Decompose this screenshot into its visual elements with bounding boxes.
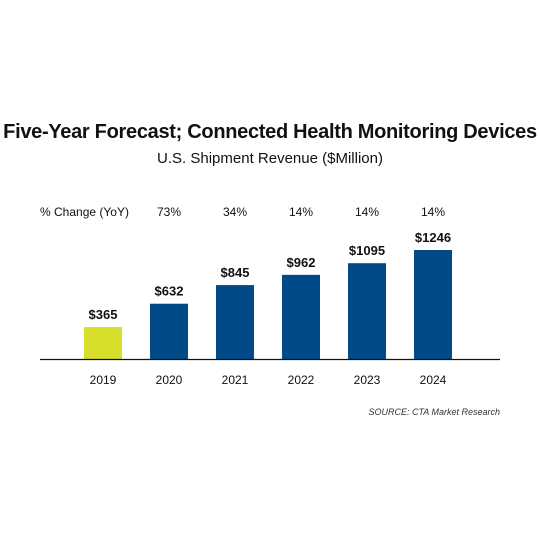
x-tick-label-2021: 2021 xyxy=(222,373,249,387)
x-tick-label-2022: 2022 xyxy=(288,373,315,387)
x-tick-label-2023: 2023 xyxy=(354,373,381,387)
x-tick-label-2019: 2019 xyxy=(90,373,117,387)
value-label-2021: $845 xyxy=(221,265,250,280)
value-label-2022: $962 xyxy=(287,255,316,270)
value-label-2019: $365 xyxy=(89,307,118,322)
x-tick-label-2020: 2020 xyxy=(156,373,183,387)
bar-2022 xyxy=(282,274,320,359)
value-label-2024: $1246 xyxy=(415,230,451,245)
bar-2021 xyxy=(216,285,254,359)
change-header: % Change (YoY) xyxy=(40,205,129,219)
change-label-2024: 14% xyxy=(421,205,445,219)
value-label-2020: $632 xyxy=(155,284,184,299)
bar-2023 xyxy=(348,263,386,359)
chart-subtitle: U.S. Shipment Revenue ($Million) xyxy=(157,150,383,167)
bar-2020 xyxy=(150,303,188,359)
change-label-2022: 14% xyxy=(289,205,313,219)
value-label-2023: $1095 xyxy=(349,243,385,258)
bar-2019 xyxy=(84,327,122,359)
bar-2024 xyxy=(414,250,452,359)
change-label-2021: 34% xyxy=(223,205,247,219)
chart-title: Five-Year Forecast; Connected Health Mon… xyxy=(3,121,537,143)
change-label-2023: 14% xyxy=(355,205,379,219)
x-tick-label-2024: 2024 xyxy=(420,373,447,387)
source-note: SOURCE: CTA Market Research xyxy=(368,407,500,417)
change-label-2020: 73% xyxy=(157,205,181,219)
